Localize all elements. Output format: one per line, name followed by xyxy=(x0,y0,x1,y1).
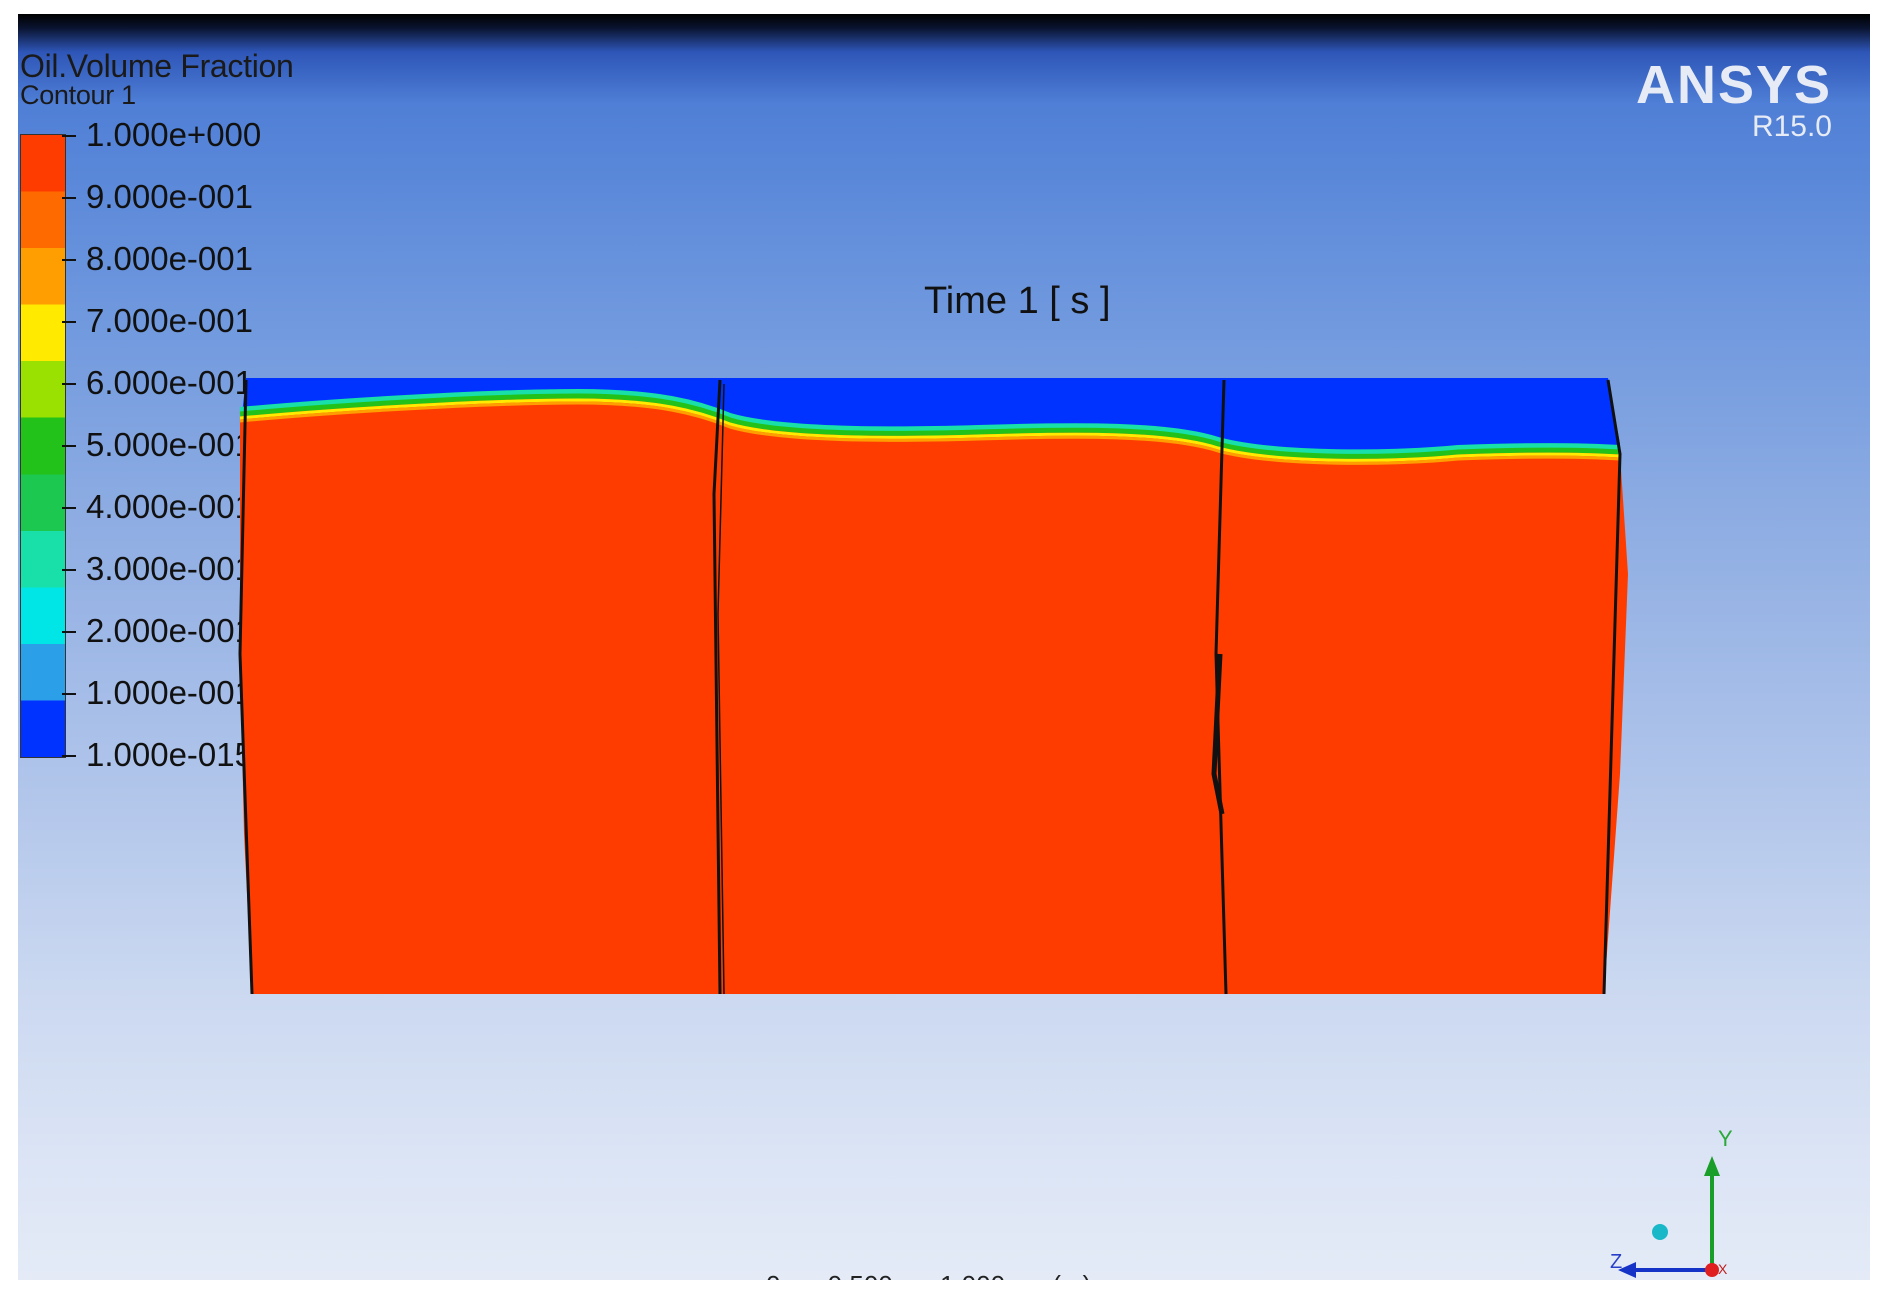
contour-scene xyxy=(238,378,1628,995)
graphics-viewport[interactable]: Oil.Volume Fraction Contour 1 1.000e+000… xyxy=(18,14,1870,1280)
legend-tick-label: 1.000e+000 xyxy=(86,116,262,153)
legend-tick-label: 2.000e-001 xyxy=(86,612,253,649)
legend-tick-mark xyxy=(62,321,76,323)
legend-tick-label: 1.000e-001 xyxy=(86,674,253,711)
tank-left-edge xyxy=(238,379,254,995)
legend-color-bar xyxy=(20,134,66,758)
axis-x-label: X xyxy=(1718,1261,1728,1277)
baffle-1 xyxy=(712,379,722,995)
legend-tick-mark xyxy=(62,569,76,571)
legend-tick-label: 9.000e-001 xyxy=(86,178,253,215)
scale-bar-labels: 0 0.500 1.000 (m) xyxy=(766,1270,1091,1280)
legend-tick-label: 3.000e-001 xyxy=(86,550,253,587)
tank-right-edge xyxy=(1602,379,1622,995)
legend-tick-mark xyxy=(62,507,76,509)
axis-z-label: Z xyxy=(1610,1251,1622,1273)
ansys-version: R15.0 xyxy=(1751,110,1832,143)
interface-cyan xyxy=(239,388,1621,456)
legend-tick-mark xyxy=(62,259,76,261)
legend-tick-label: 4.000e-001 xyxy=(86,488,253,525)
legend-tick-label: 1.000e-015 xyxy=(86,736,253,773)
baffle-2 xyxy=(1214,379,1228,995)
legend-tick-label: 8.000e-001 xyxy=(86,240,253,277)
legend-tick-mark xyxy=(62,631,76,633)
legend-tick-mark xyxy=(62,383,76,385)
legend-tick-label: 7.000e-001 xyxy=(86,302,253,339)
interface-orange xyxy=(239,401,1621,465)
legend-tick-mark xyxy=(62,135,76,137)
legend-variable-title: Oil.Volume Fraction xyxy=(20,48,294,84)
axis-triad[interactable]: Y Z X xyxy=(1600,1122,1760,1280)
legend-tick-mark xyxy=(62,445,76,447)
baffle-1-shadow xyxy=(717,383,725,995)
ansys-logo: ANSYS xyxy=(1635,55,1832,115)
baffle-2-shadow xyxy=(1211,653,1225,815)
legend-tick-mark xyxy=(62,755,76,757)
interface-yellow xyxy=(239,398,1621,462)
legend-tick-label: 6.000e-001 xyxy=(86,364,253,401)
axis-y-label: Y xyxy=(1718,1126,1733,1151)
time-label: Time 1 [ s ] xyxy=(924,280,1111,322)
legend-contour-name: Contour 1 xyxy=(20,80,136,110)
oil-region xyxy=(240,398,1628,994)
baffle-lines xyxy=(238,379,1622,995)
legend-tick-mark xyxy=(62,197,76,199)
interface-green xyxy=(239,393,1621,459)
legend-tick-mark xyxy=(62,693,76,695)
tank-body xyxy=(239,378,1628,994)
legend-tick-label: 5.000e-001 xyxy=(86,426,253,463)
